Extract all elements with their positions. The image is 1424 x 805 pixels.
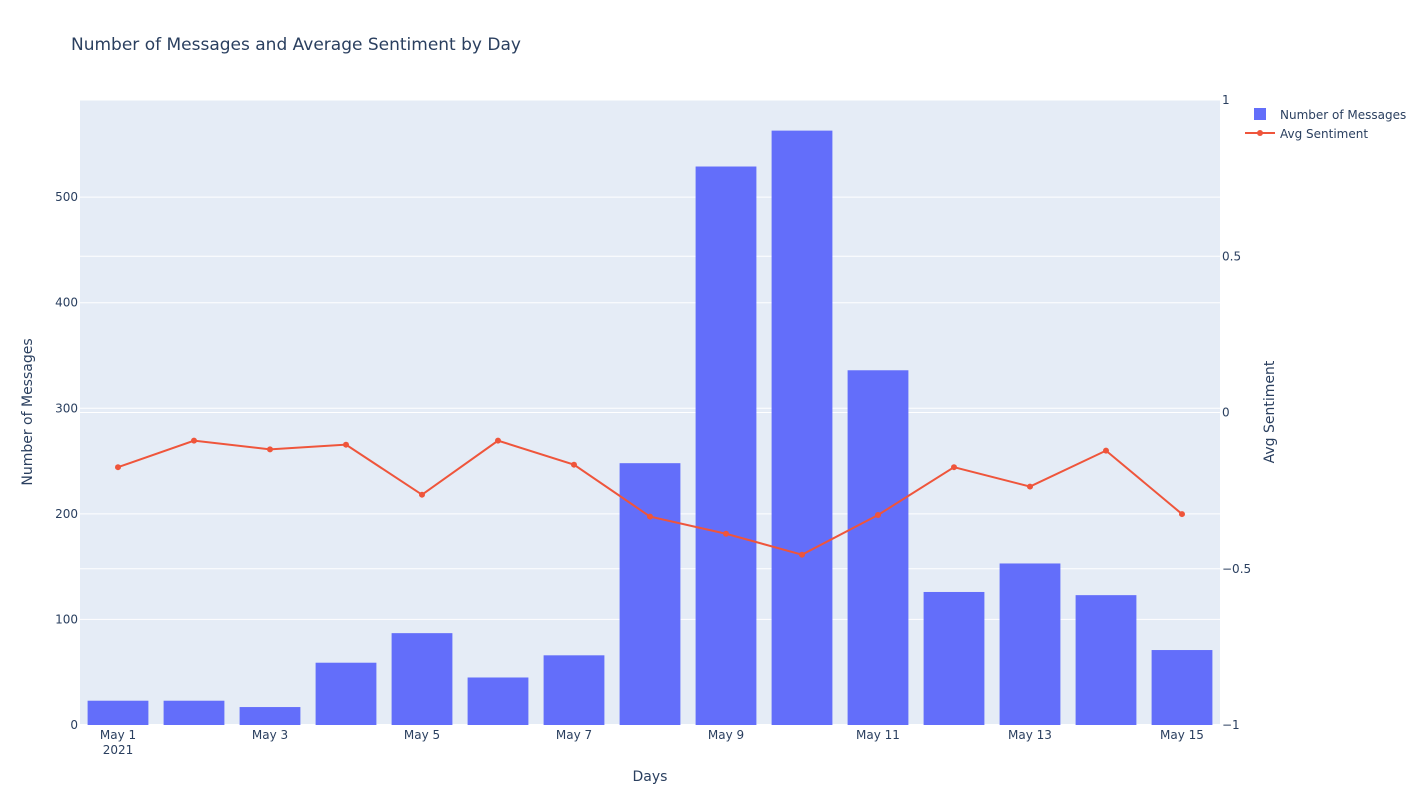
sentiment-point	[723, 530, 729, 537]
y-tick-label: 500	[55, 190, 78, 204]
chart-title: Number of Messages and Average Sentiment…	[71, 35, 521, 55]
bar	[1075, 595, 1137, 725]
sentiment-point	[647, 513, 653, 520]
sentiment-point	[495, 437, 501, 444]
sentiment-point	[571, 461, 577, 468]
legend-item-messages[interactable]: Number of Messages	[1254, 108, 1406, 122]
bar-series	[87, 130, 1213, 725]
sentiment-point	[115, 464, 121, 471]
bar	[239, 707, 301, 725]
sentiment-point	[875, 512, 881, 518]
x-tick-label: May 5	[404, 728, 440, 742]
y2-axis-ticks: −1 −0.5 0 0.5 1	[1222, 93, 1251, 732]
y-axis-title: Number of Messages	[20, 338, 36, 485]
legend-item-sentiment[interactable]: Avg Sentiment	[1245, 127, 1368, 141]
y-tick-label: 0	[70, 718, 78, 732]
bar	[543, 655, 605, 725]
bar	[391, 633, 453, 725]
bar	[87, 700, 149, 725]
bar	[1151, 650, 1213, 725]
sentiment-point	[419, 491, 425, 498]
bar	[771, 130, 833, 725]
x-tick-sublabel: 2021	[103, 743, 134, 757]
y-tick-label: 100	[55, 612, 78, 626]
y2-axis-title: Avg Sentiment	[1262, 360, 1278, 463]
line-series	[115, 437, 1185, 558]
x-axis-title: Days	[633, 769, 668, 785]
y2-tick-label: 0.5	[1222, 249, 1241, 263]
y2-tick-label: −1	[1222, 718, 1240, 732]
bar	[695, 166, 757, 725]
bar	[847, 370, 909, 725]
legend-label-messages: Number of Messages	[1280, 108, 1406, 122]
bar	[619, 463, 681, 725]
x-tick-label: May 11	[856, 728, 900, 742]
x-tick-label: May 3	[252, 728, 288, 742]
sentiment-point	[191, 437, 197, 444]
sentiment-point	[951, 464, 957, 471]
y2-tick-label: −0.5	[1222, 562, 1251, 576]
sentiment-point	[799, 551, 805, 558]
legend-line-marker	[1257, 130, 1263, 136]
y-tick-label: 300	[55, 401, 78, 415]
y-tick-label: 200	[55, 507, 78, 521]
bar	[999, 563, 1061, 725]
sentiment-point	[267, 446, 273, 453]
legend-bar-swatch	[1254, 108, 1266, 120]
bar	[315, 662, 377, 725]
bar	[923, 591, 985, 725]
y2-tick-label: 0	[1222, 406, 1230, 420]
sentiment-point	[1179, 511, 1185, 518]
legend-label-sentiment: Avg Sentiment	[1280, 127, 1368, 141]
sentiment-point	[1027, 483, 1033, 490]
y-tick-label: 400	[55, 296, 78, 310]
x-tick-label: May 1	[100, 728, 136, 742]
x-tick-label: May 13	[1008, 728, 1052, 742]
y-axis-ticks: 0 100 200 300 400 500	[55, 190, 78, 732]
sentiment-point	[1103, 447, 1109, 454]
bar	[467, 677, 529, 725]
x-tick-label: May 7	[556, 728, 592, 742]
y2-tick-label: 1	[1222, 93, 1230, 107]
bar	[163, 700, 225, 725]
sentiment-point	[343, 441, 349, 448]
x-tick-label: May 9	[708, 728, 744, 742]
x-tick-label: May 15	[1160, 728, 1204, 742]
legend[interactable]: Number of Messages Avg Sentiment	[1245, 108, 1406, 141]
